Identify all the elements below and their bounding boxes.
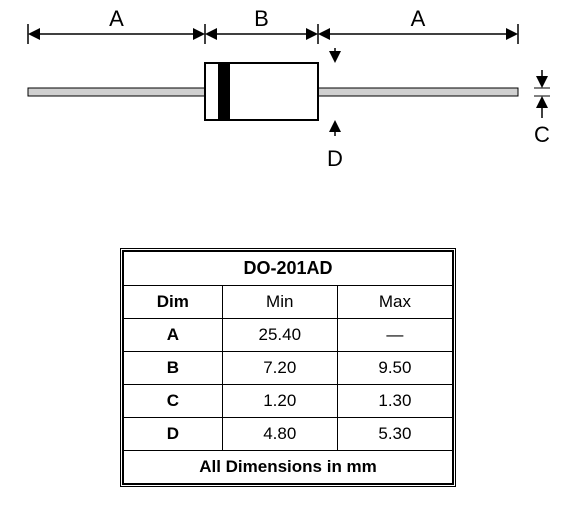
svg-text:C: C	[534, 122, 550, 147]
svg-text:B: B	[254, 6, 269, 31]
cell-max: 1.30	[337, 385, 452, 418]
cell-dim: D	[124, 418, 223, 451]
table-footer: All Dimensions in mm	[124, 451, 453, 484]
package-diagram: A B A C D	[0, 0, 573, 200]
table-row: D 4.80 5.30	[124, 418, 453, 451]
cell-min: 1.20	[222, 385, 337, 418]
cell-max: 5.30	[337, 418, 452, 451]
table-title: DO-201AD	[124, 252, 453, 286]
table-row: B 7.20 9.50	[124, 352, 453, 385]
diagram-svg: A B A C D	[0, 0, 573, 200]
svg-text:A: A	[109, 6, 124, 31]
table-row: A 25.40 —	[124, 319, 453, 352]
cell-dim: B	[124, 352, 223, 385]
cell-min: 4.80	[222, 418, 337, 451]
header-min: Min	[222, 286, 337, 319]
header-max: Max	[337, 286, 452, 319]
svg-text:D: D	[327, 146, 343, 171]
header-dim: Dim	[124, 286, 223, 319]
cell-max: 9.50	[337, 352, 452, 385]
cell-max: —	[337, 319, 452, 352]
svg-text:A: A	[411, 6, 426, 31]
cell-min: 7.20	[222, 352, 337, 385]
dimension-table-wrap: DO-201AD Dim Min Max A 25.40 — B 7.20 9.…	[120, 248, 456, 487]
cell-dim: C	[124, 385, 223, 418]
cell-dim: A	[124, 319, 223, 352]
cell-min: 25.40	[222, 319, 337, 352]
table-row: C 1.20 1.30	[124, 385, 453, 418]
dimension-table: DO-201AD Dim Min Max A 25.40 — B 7.20 9.…	[123, 251, 453, 484]
